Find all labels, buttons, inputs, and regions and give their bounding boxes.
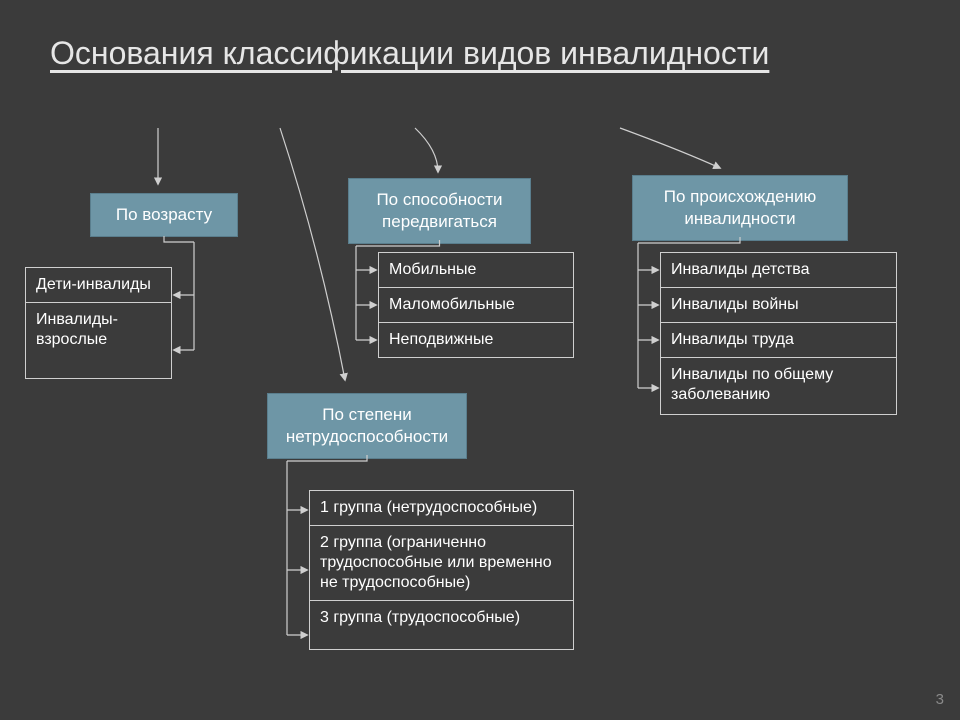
list-item: Инвалиды-взрослые [26, 303, 171, 357]
header-mobility: По способности передвигаться [348, 178, 531, 244]
list-item: Инвалиды детства [661, 253, 896, 288]
header-origin: По происхождению инвалидности [632, 175, 848, 241]
list-item: 2 группа (ограниченно трудоспособные или… [310, 526, 573, 601]
header-age: По возрасту [90, 193, 238, 237]
list-item: Мобильные [379, 253, 573, 288]
list-workability: 1 группа (нетрудоспособные) 2 группа (ог… [309, 490, 574, 650]
list-item: Инвалиды по общему заболеванию [661, 358, 896, 412]
list-item: Маломобильные [379, 288, 573, 323]
page-number: 3 [936, 691, 944, 708]
header-workability: По степени нетрудоспособности [267, 393, 467, 459]
list-age: Дети-инвалиды Инвалиды-взрослые [25, 267, 172, 379]
list-item: Неподвижные [379, 323, 573, 357]
list-mobility: Мобильные Маломобильные Неподвижные [378, 252, 574, 358]
list-item: Дети-инвалиды [26, 268, 171, 303]
list-item: Инвалиды войны [661, 288, 896, 323]
list-item: 3 группа (трудоспособные) [310, 601, 573, 635]
slide-title: Основания классификации видов инвалиднос… [50, 32, 769, 75]
list-item: Инвалиды труда [661, 323, 896, 358]
list-origin: Инвалиды детства Инвалиды войны Инвалиды… [660, 252, 897, 415]
list-item: 1 группа (нетрудоспособные) [310, 491, 573, 526]
